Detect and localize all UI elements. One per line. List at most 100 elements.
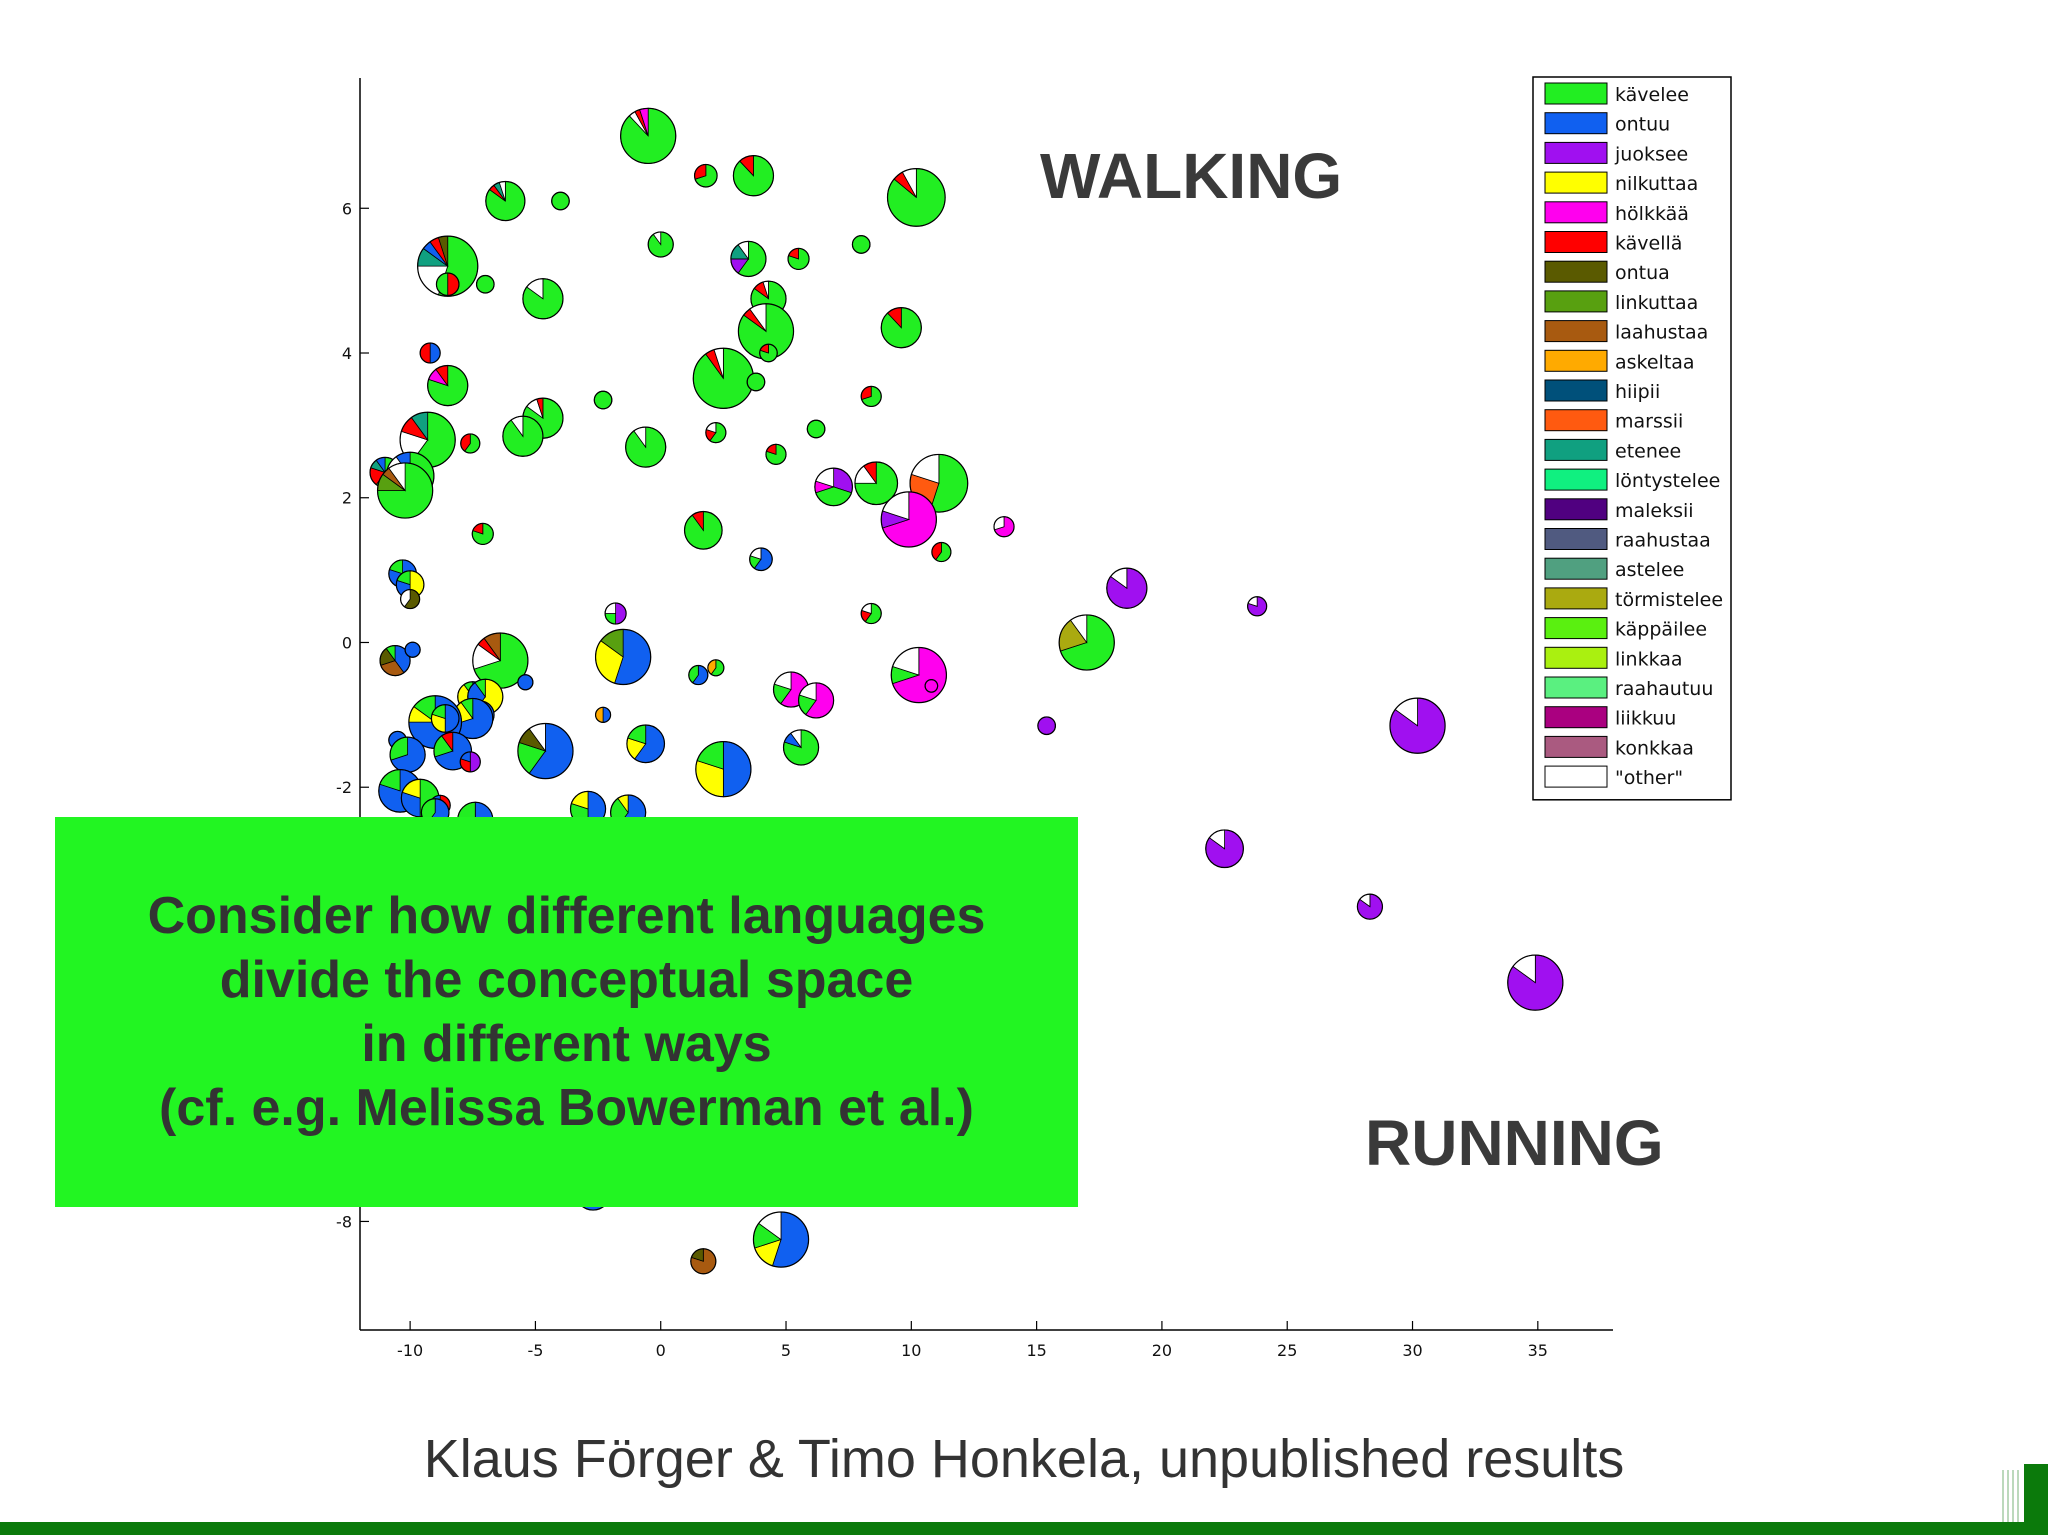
legend-swatch <box>1544 409 1608 432</box>
legend-swatch <box>1544 617 1608 640</box>
pie-outline <box>1389 697 1446 754</box>
pie-outline <box>460 433 481 454</box>
pie-marker <box>620 107 677 165</box>
y-tick-label: 2 <box>342 489 352 508</box>
pie-slice <box>469 751 481 773</box>
pie-outline <box>417 235 479 297</box>
pie-outline <box>1058 614 1115 671</box>
legend-entry: astelee <box>1615 559 1684 581</box>
callout-text: Consider how different languages divide … <box>147 887 986 1137</box>
pie-marker <box>1247 596 1268 617</box>
pie-marker <box>806 419 826 439</box>
pie-marker <box>931 541 952 563</box>
legend-entry: konkkaa <box>1615 737 1694 759</box>
y-tick-label: 0 <box>342 633 352 652</box>
walking-region-label: WALKING <box>1040 140 1342 212</box>
pie-marker <box>705 421 727 444</box>
pie-marker <box>746 372 766 392</box>
legend-entry: kävelee <box>1615 84 1689 106</box>
pie-outline <box>419 342 441 364</box>
legend-entry: ontuu <box>1615 114 1670 136</box>
chart-legend: kävelee ontuu juoksee nilkuttaa hölkkää kävel… <box>1532 76 1732 801</box>
pie-marker <box>880 491 937 548</box>
pie-slice <box>419 342 431 364</box>
legend-swatch <box>1544 676 1608 699</box>
legend-entry: löntystelee <box>1615 470 1720 492</box>
pie-outline <box>620 107 677 165</box>
pie-outline <box>890 646 948 704</box>
legend-swatch <box>1544 706 1608 729</box>
pie-outline <box>690 1248 717 1275</box>
x-tick-label: 30 <box>1402 1341 1422 1360</box>
legend-entry: etenee <box>1615 440 1681 462</box>
pie-outline <box>752 1211 810 1268</box>
pie-outline <box>705 421 727 444</box>
pie-marker <box>459 751 481 773</box>
legend-swatch <box>1544 231 1608 253</box>
legend-swatch <box>1544 141 1608 164</box>
pie-marker <box>737 303 795 360</box>
legend-swatch <box>1544 498 1608 521</box>
pie-marker <box>772 671 810 708</box>
pie-marker <box>688 664 709 686</box>
pie-marker <box>1058 614 1115 671</box>
legend-swatch <box>1544 587 1608 610</box>
pie-outline <box>787 247 810 271</box>
chart-marks <box>369 107 1564 1275</box>
pie-outline <box>688 664 709 686</box>
legend-entry: raahautuu <box>1615 678 1713 700</box>
pie-slice <box>602 706 611 723</box>
pie-outline <box>594 628 652 686</box>
legend-swatch <box>1544 260 1608 283</box>
x-tick-label: 15 <box>1026 1341 1046 1360</box>
legend-swatch <box>1544 765 1608 788</box>
pie-marker <box>626 724 666 764</box>
legend-entry: hiipii <box>1615 381 1660 403</box>
pie-marker <box>1507 954 1564 1011</box>
pie-outline <box>860 385 882 408</box>
pie-marker <box>551 191 570 211</box>
pie-slice <box>595 706 604 723</box>
legend-entry: törmistelee <box>1615 589 1723 611</box>
pie-marker <box>419 342 441 364</box>
legend-swatch <box>1544 379 1608 402</box>
pie-marker <box>594 628 652 686</box>
pie-marker <box>759 343 778 363</box>
pie-marker <box>880 307 922 349</box>
pie-outline <box>1037 716 1057 736</box>
legend-swatch <box>1544 646 1608 669</box>
pie-marker <box>692 347 755 410</box>
legend-entry: marssii <box>1615 411 1683 433</box>
pie-outline <box>502 415 544 457</box>
pie-marker <box>400 778 440 818</box>
pie-marker <box>435 272 460 297</box>
pie-marker <box>376 462 434 519</box>
legend-entry: kävellä <box>1615 233 1682 255</box>
pie-outline <box>880 307 922 349</box>
pie-marker <box>860 385 882 408</box>
pie-outline <box>749 547 773 572</box>
pie-marker <box>787 247 810 271</box>
legend-swatch <box>1544 201 1608 224</box>
pie-outline <box>594 706 612 723</box>
pie-marker <box>1106 567 1148 609</box>
pie-marker <box>886 167 946 227</box>
legend-swatch <box>1544 171 1608 194</box>
pie-outline <box>993 516 1015 538</box>
pie-marker <box>690 1248 717 1275</box>
pie-outline <box>797 682 835 719</box>
pie-outline <box>427 364 469 407</box>
legend-entry: linkkaa <box>1615 648 1683 670</box>
pie-outline <box>593 390 613 410</box>
callout-box: Consider how different languages divide … <box>55 817 1078 1207</box>
legend-entry: raahustaa <box>1615 530 1711 552</box>
legend-entry: käppäilee <box>1615 619 1707 641</box>
pie-marker <box>522 278 564 320</box>
running-region-label: RUNNING <box>1365 1107 1664 1179</box>
pie-slice <box>429 342 441 364</box>
pie-marker <box>475 274 495 294</box>
pie-outline <box>707 659 725 677</box>
pie-outline <box>909 453 969 513</box>
pie-marker <box>860 602 882 625</box>
pie-outline <box>693 163 718 188</box>
